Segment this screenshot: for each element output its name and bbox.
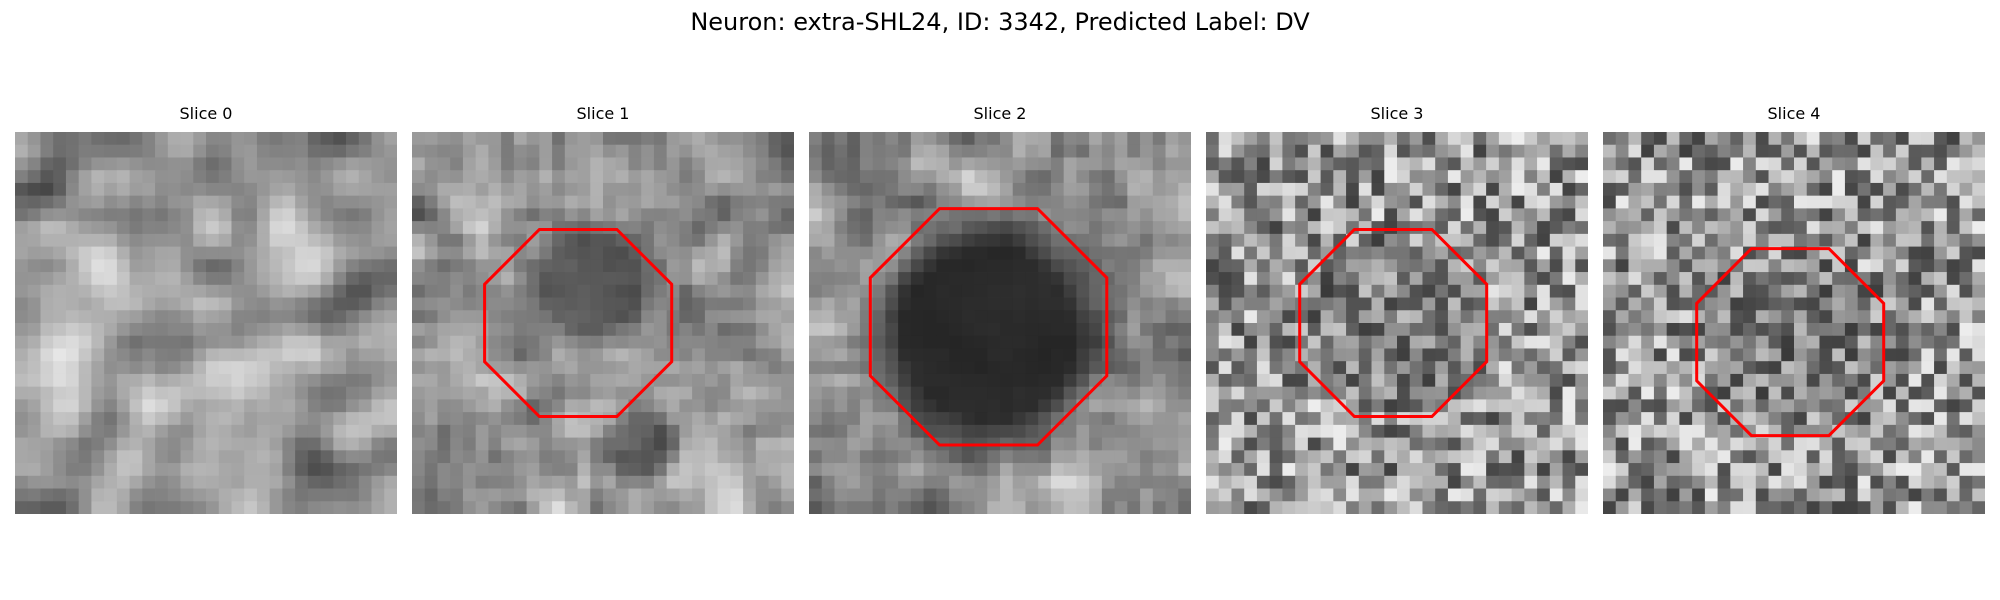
slice-image [412,132,794,514]
roi-outline [868,207,1109,447]
slice-image-canvas [1206,132,1588,514]
slice-image [809,132,1191,514]
slice-image-canvas [809,132,1191,514]
slice-image-canvas [15,132,397,514]
slice-image [1206,132,1588,514]
slice-title: Slice 3 [1370,104,1424,123]
figure-title: Neuron: extra-SHL24, ID: 3342, Predicted… [690,8,1310,36]
slice-image [15,132,397,514]
roi-outline [483,228,674,418]
roi-outline [1298,228,1489,418]
roi-outline [1695,247,1886,438]
slice-title: Slice 0 [179,104,233,123]
slice-title: Slice 2 [973,104,1027,123]
slice-image-canvas [412,132,794,514]
slice-title: Slice 1 [576,104,630,123]
slice-image [1603,132,1985,514]
slice-image-canvas [1603,132,1985,514]
slice-title: Slice 4 [1767,104,1821,123]
